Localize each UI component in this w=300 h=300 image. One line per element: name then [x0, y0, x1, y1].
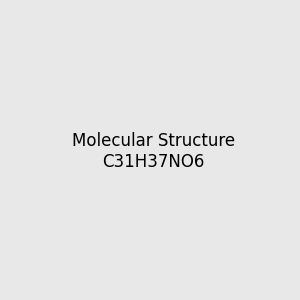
Text: Molecular Structure
C31H37NO6: Molecular Structure C31H37NO6: [72, 132, 235, 171]
